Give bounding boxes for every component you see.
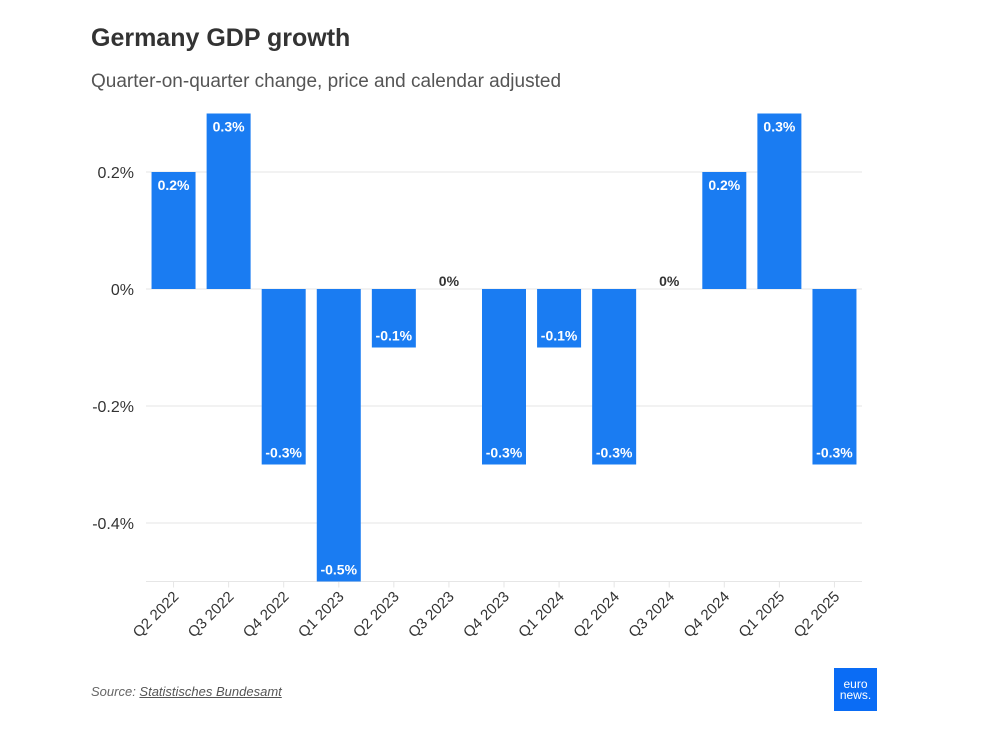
y-tick-label: -0.2% [92, 399, 134, 416]
bar [812, 289, 857, 465]
logo-text-line2: news. [839, 688, 872, 702]
y-tick-label: 0.2% [98, 165, 134, 182]
data-label: 0.3% [213, 119, 245, 135]
bar [702, 172, 747, 289]
source-note: Source: Statistisches Bundesamt [91, 684, 282, 699]
bar [261, 289, 306, 465]
x-tick-label: Q3 2024 [625, 588, 678, 641]
bar [151, 172, 196, 289]
data-label: 0.3% [763, 119, 795, 135]
data-label: 0% [439, 273, 460, 289]
x-tick-label: Q2 2022 [130, 588, 183, 641]
euronews-logo: euro news. [834, 668, 877, 711]
data-label: -0.3% [596, 445, 633, 461]
y-tick-label: 0% [111, 282, 134, 299]
data-label: -0.3% [816, 445, 853, 461]
x-tick-label: Q4 2022 [240, 588, 293, 641]
source-prefix: Source: [91, 684, 140, 699]
chart-subtitle: Quarter-on-quarter change, price and cal… [91, 71, 562, 92]
x-tick-label: Q2 2023 [350, 588, 403, 641]
bar [757, 113, 802, 289]
y-tick-label: -0.4% [92, 516, 134, 533]
x-tick-label: Q1 2023 [295, 588, 348, 641]
x-tick-label: Q1 2025 [736, 588, 789, 641]
bar [316, 289, 361, 582]
data-label: 0% [659, 273, 680, 289]
x-tick-label: Q3 2023 [405, 588, 458, 641]
x-tick-label: Q1 2024 [515, 588, 568, 641]
chart-title: Germany GDP growth [91, 24, 351, 52]
data-label: -0.3% [265, 445, 302, 461]
x-tick-label: Q2 2024 [570, 588, 623, 641]
x-tick-label: Q2 2025 [791, 588, 844, 641]
data-label: -0.1% [541, 328, 578, 344]
data-label: -0.5% [320, 562, 357, 578]
data-label: 0.2% [158, 177, 190, 193]
bar [206, 113, 251, 289]
bar [482, 289, 526, 465]
data-label: 0.2% [708, 177, 740, 193]
bar [537, 289, 582, 348]
bar [592, 289, 637, 465]
x-tick-label: Q3 2022 [185, 588, 238, 641]
data-label: -0.1% [376, 328, 413, 344]
data-label: -0.3% [486, 445, 523, 461]
x-tick-label: Q4 2024 [680, 588, 733, 641]
source-link[interactable]: Statistisches Bundesamt [139, 684, 282, 699]
bar [371, 289, 416, 348]
x-tick-label: Q4 2023 [460, 588, 513, 641]
logo-text-line1: euro [843, 677, 868, 691]
